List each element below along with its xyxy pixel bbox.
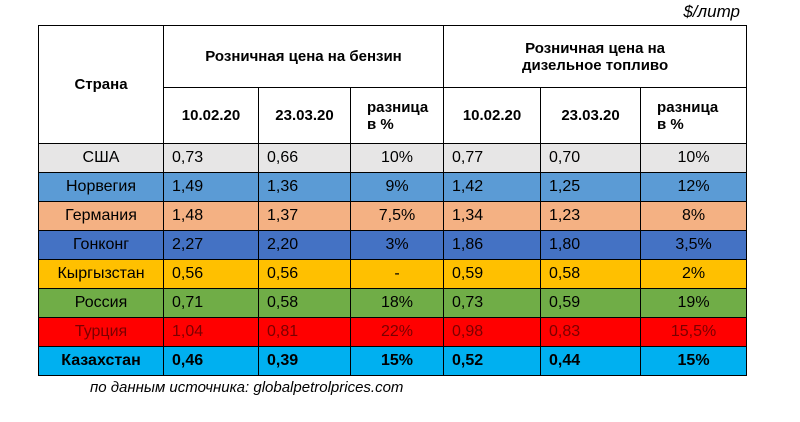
table-row: Германия 1,48 1,37 7,5% 1,34 1,23 8%: [38, 201, 748, 231]
header-row: Страна Розничная цена на бензин Рознична…: [38, 25, 748, 144]
value-cell: -: [349, 259, 445, 289]
unit: $/литр: [683, 2, 740, 21]
table-row: Турция 1,04 0,81 22% 0,98 0,83 15,5%: [38, 317, 748, 347]
table-row: Гонконг 2,27 2,20 3% 1,86 1,80 3,5%: [38, 230, 748, 260]
column-header: 23.03.20: [258, 87, 351, 144]
value-cell: 9%: [349, 172, 445, 202]
source-note: по данным источника: globalpetrolprices.…: [90, 379, 404, 396]
country-cell: Казахстан: [38, 346, 164, 376]
column-header: 10.02.20: [163, 87, 259, 144]
value-cell: 0,73: [163, 143, 259, 173]
value-cell: 0,66: [258, 143, 351, 173]
country-header: Страна: [38, 25, 164, 144]
value-cell: 0,56: [258, 259, 351, 289]
price-table: Страна Розничная цена на бензин Рознична…: [38, 25, 748, 376]
value-cell: 0,71: [163, 288, 259, 318]
table-row: Казахстан 0,46 0,39 15% 0,52 0,44 15%: [38, 346, 748, 376]
column-header: 23.03.20: [540, 87, 642, 144]
value-cell: 0,59: [540, 288, 642, 318]
value-cell: 0,58: [258, 288, 351, 318]
value-cell: 1,25: [540, 172, 642, 202]
country-cell: Гонконг: [38, 230, 164, 260]
value-cell: 2%: [640, 259, 748, 289]
value-cell: 8%: [640, 201, 748, 231]
country-cell: Турция: [38, 317, 164, 347]
value-cell: 1,48: [163, 201, 259, 231]
subheader-row: 10.02.20 23.03.20 разница в % 10.02.20 23.03…: [39, 87, 748, 144]
value-cell: 15%: [640, 346, 748, 376]
petrol-header: Розничная цена на бензин: [162, 25, 445, 88]
country-cell: Германия: [38, 201, 164, 231]
value-cell: 1,23: [540, 201, 642, 231]
value-cell: 1,42: [443, 172, 542, 202]
value-cell: 2,27: [163, 230, 259, 260]
country-cell: Норвегия: [38, 172, 164, 202]
value-cell: 0,77: [443, 143, 542, 173]
value-cell: 10%: [640, 143, 748, 173]
value-cell: 0,58: [540, 259, 642, 289]
diesel-header: Розничная цена на дизельное топливо: [443, 25, 748, 88]
table-row: США 0,73 0,66 10% 0,77 0,70 10%: [38, 143, 748, 173]
country-cell: США: [38, 143, 164, 173]
table-row: Россия 0,71 0,58 18% 0,73 0,59 19%: [38, 288, 748, 318]
value-cell: 0,59: [443, 259, 542, 289]
value-cell: 22%: [349, 317, 445, 347]
value-cell: 0,44: [540, 346, 642, 376]
value-cell: 0,81: [258, 317, 351, 347]
value-cell: 0,83: [540, 317, 642, 347]
table-body: США 0,73 0,66 10% 0,77 0,70 10% Норвегия 1,49 1,3…: [38, 143, 748, 376]
value-cell: 1,80: [540, 230, 642, 260]
value-cell: 7,5%: [349, 201, 445, 231]
value-cell: 0,73: [443, 288, 542, 318]
value-cell: 3%: [349, 230, 445, 260]
value-cell: 1,34: [443, 201, 542, 231]
value-cell: 15%: [349, 346, 445, 376]
value-cell: 0,39: [258, 346, 351, 376]
value-cell: 0,46: [163, 346, 259, 376]
column-header: разница в %: [640, 87, 748, 144]
value-cell: 19%: [640, 288, 748, 318]
value-cell: 2,20: [258, 230, 351, 260]
value-cell: 1,37: [258, 201, 351, 231]
value-cell: 18%: [349, 288, 445, 318]
value-cell: 1,36: [258, 172, 351, 202]
table-row: Кыргызстан 0,56 0,56-0,59 0,58 2%: [38, 259, 748, 289]
value-cell: 3,5%: [640, 230, 748, 260]
value-cell: 0,56: [163, 259, 259, 289]
value-cell: 0,98: [443, 317, 542, 347]
value-cell: 1,04: [163, 317, 259, 347]
column-header: 10.02.20: [443, 87, 542, 144]
table-row: Норвегия 1,49 1,36 9% 1,42 1,25 12%: [38, 172, 748, 202]
value-cell: 15,5%: [640, 317, 748, 347]
country-cell: Кыргызстан: [38, 259, 164, 289]
value-cell: 10%: [349, 143, 445, 173]
column-header: разница в %: [349, 87, 445, 144]
value-cell: 12%: [640, 172, 748, 202]
value-cell: 1,86: [443, 230, 542, 260]
value-cell: 1,49: [163, 172, 259, 202]
value-cell: 0,70: [540, 143, 642, 173]
value-cell: 0,52: [443, 346, 542, 376]
country-cell: Россия: [38, 288, 164, 318]
